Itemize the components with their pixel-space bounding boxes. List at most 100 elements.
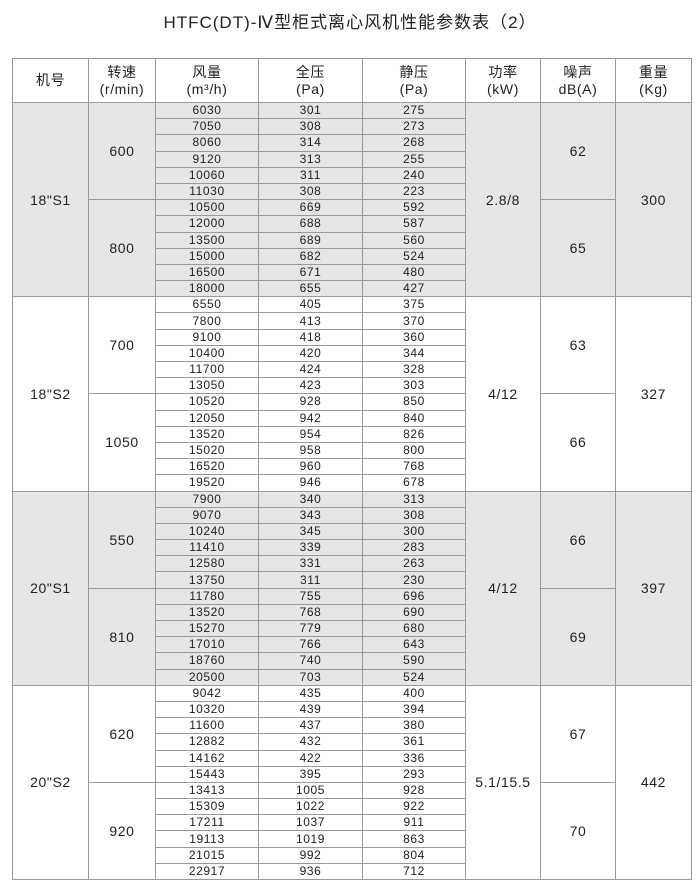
table-row: 12882 432 361	[13, 733, 692, 751]
static-pressure-cell: 394	[362, 700, 466, 719]
total-pressure-cell: 308	[258, 118, 363, 136]
static-pressure-cell: 678	[362, 474, 466, 492]
total-pressure-cell: 311	[258, 166, 363, 184]
static-pressure-cell: 680	[362, 619, 466, 638]
total-pressure-cell: 308	[258, 182, 363, 201]
airflow-cell: 6030	[155, 101, 259, 120]
static-pressure-cell: 826	[362, 425, 466, 443]
table-row: 20"S2 620 9042 435 400 5.1/15.5 67 442	[12, 684, 692, 881]
header-label: 全压	[295, 63, 326, 80]
table-row: 20"S1 550 7900 340 313 4/12 66 397	[12, 490, 692, 686]
total-pressure-cell: 992	[258, 846, 363, 864]
table-row: 18"S1 600 6030 301 275 2.8/8 62 300	[12, 101, 692, 298]
total-pressure-cell: 755	[258, 587, 363, 605]
total-pressure-cell: 439	[258, 700, 363, 719]
total-pressure-cell: 954	[258, 425, 363, 443]
total-pressure-cell: 740	[258, 652, 363, 670]
total-pressure-cell: 424	[258, 360, 363, 379]
airflow-cell: 11410	[155, 539, 259, 557]
static-pressure-cell: 400	[362, 684, 466, 702]
table-row: 810 11780 755 696 69	[13, 587, 692, 686]
header-unit: (kW)	[487, 80, 519, 97]
static-pressure-cell: 268	[362, 134, 466, 152]
table-row: 18000 655 427	[13, 280, 692, 298]
static-pressure-cell: 560	[362, 231, 466, 249]
table-row: 14162 422 336	[13, 749, 692, 767]
airflow-cell: 9100	[155, 328, 259, 346]
total-pressure-cell: 942	[258, 409, 363, 427]
total-pressure-cell: 688	[258, 215, 363, 233]
table-row: 8060 314 268	[13, 134, 692, 152]
total-pressure-cell: 936	[258, 862, 363, 881]
table-row: 20500 703 524	[13, 668, 692, 686]
speed-cell: 550	[88, 490, 156, 589]
header-speed: 转速 (r/min)	[88, 58, 156, 103]
static-pressure-cell: 712	[362, 862, 466, 881]
static-pressure-cell: 480	[362, 263, 466, 282]
airflow-cell: 18000	[155, 280, 259, 298]
airflow-cell: 9070	[155, 506, 259, 524]
noise-cell: 62	[540, 101, 616, 201]
airflow-cell: 11700	[155, 360, 259, 379]
table-row: 22917 936 712	[13, 862, 692, 881]
static-pressure-cell: 804	[362, 846, 466, 864]
total-pressure-cell: 682	[258, 247, 363, 265]
airflow-cell: 7050	[155, 118, 259, 136]
static-pressure-cell: 293	[362, 765, 466, 783]
table-row: 19113 1019 863	[13, 830, 692, 848]
total-pressure-cell: 422	[258, 749, 363, 767]
speed-cell: 920	[88, 781, 156, 881]
total-pressure-cell: 655	[258, 280, 363, 298]
table-row: 7050 308 273	[13, 118, 692, 136]
model-cell: 20"S1	[12, 490, 89, 686]
airflow-cell: 21015	[155, 846, 259, 864]
static-pressure-cell: 344	[362, 344, 466, 363]
total-pressure-cell: 689	[258, 231, 363, 249]
table-row: 15000 682 524	[13, 247, 692, 265]
performance-table: 机号 转速 (r/min) 风量 (m³/h) 全压 (Pa) 静压 (Pa) 功率 (kW) 噪声 d…	[12, 58, 692, 881]
static-pressure-cell: 275	[362, 101, 466, 120]
total-pressure-cell: 1005	[258, 781, 363, 800]
total-pressure-cell: 343	[258, 506, 363, 524]
airflow-cell: 11030	[155, 182, 259, 201]
total-pressure-cell: 413	[258, 312, 363, 330]
static-pressure-cell: 263	[362, 555, 466, 573]
speed-cell: 810	[88, 587, 156, 686]
table-row: 13750 311 230	[13, 571, 692, 589]
table-row: 12000 688 587	[13, 215, 692, 233]
speed-cell: 1050	[88, 393, 156, 492]
static-pressure-cell: 273	[362, 118, 466, 136]
total-pressure-cell: 432	[258, 733, 363, 751]
airflow-cell: 10400	[155, 344, 259, 363]
static-pressure-cell: 308	[362, 506, 466, 524]
airflow-cell: 19113	[155, 830, 259, 848]
airflow-cell: 20500	[155, 668, 259, 686]
header-row: 机号 转速 (r/min) 风量 (m³/h) 全压 (Pa) 静压 (Pa) 功率 (kW) 噪声 d…	[12, 58, 692, 103]
total-pressure-cell: 301	[258, 101, 363, 120]
total-pressure-cell: 423	[258, 377, 363, 395]
static-pressure-cell: 850	[362, 393, 466, 411]
header-unit: (Pa)	[296, 80, 325, 97]
total-pressure-cell: 395	[258, 765, 363, 783]
table-row: 1050 10520 928 850 66	[13, 393, 692, 492]
airflow-cell: 6550	[155, 296, 259, 314]
total-pressure-cell: 311	[258, 571, 363, 589]
total-pressure-cell: 435	[258, 684, 363, 702]
static-pressure-cell: 255	[362, 150, 466, 168]
static-pressure-cell: 360	[362, 328, 466, 346]
model-cell: 18"S2	[12, 296, 89, 492]
static-pressure-cell: 840	[362, 409, 466, 427]
power-cell: 4/12	[465, 296, 541, 492]
total-pressure-cell: 331	[258, 555, 363, 573]
total-pressure-cell: 1037	[258, 814, 363, 832]
static-pressure-cell: 928	[362, 781, 466, 800]
noise-cell: 63	[540, 296, 616, 395]
airflow-cell: 13520	[155, 603, 259, 622]
table-row: 17010 766 643	[13, 636, 692, 654]
total-pressure-cell: 768	[258, 603, 363, 622]
table-row: 21015 992 804	[13, 846, 692, 864]
total-pressure-cell: 418	[258, 328, 363, 346]
table-row: 15270 779 680	[13, 619, 692, 638]
weight-cell: 327	[615, 296, 692, 492]
table-row: 10060 311 240	[13, 166, 692, 184]
